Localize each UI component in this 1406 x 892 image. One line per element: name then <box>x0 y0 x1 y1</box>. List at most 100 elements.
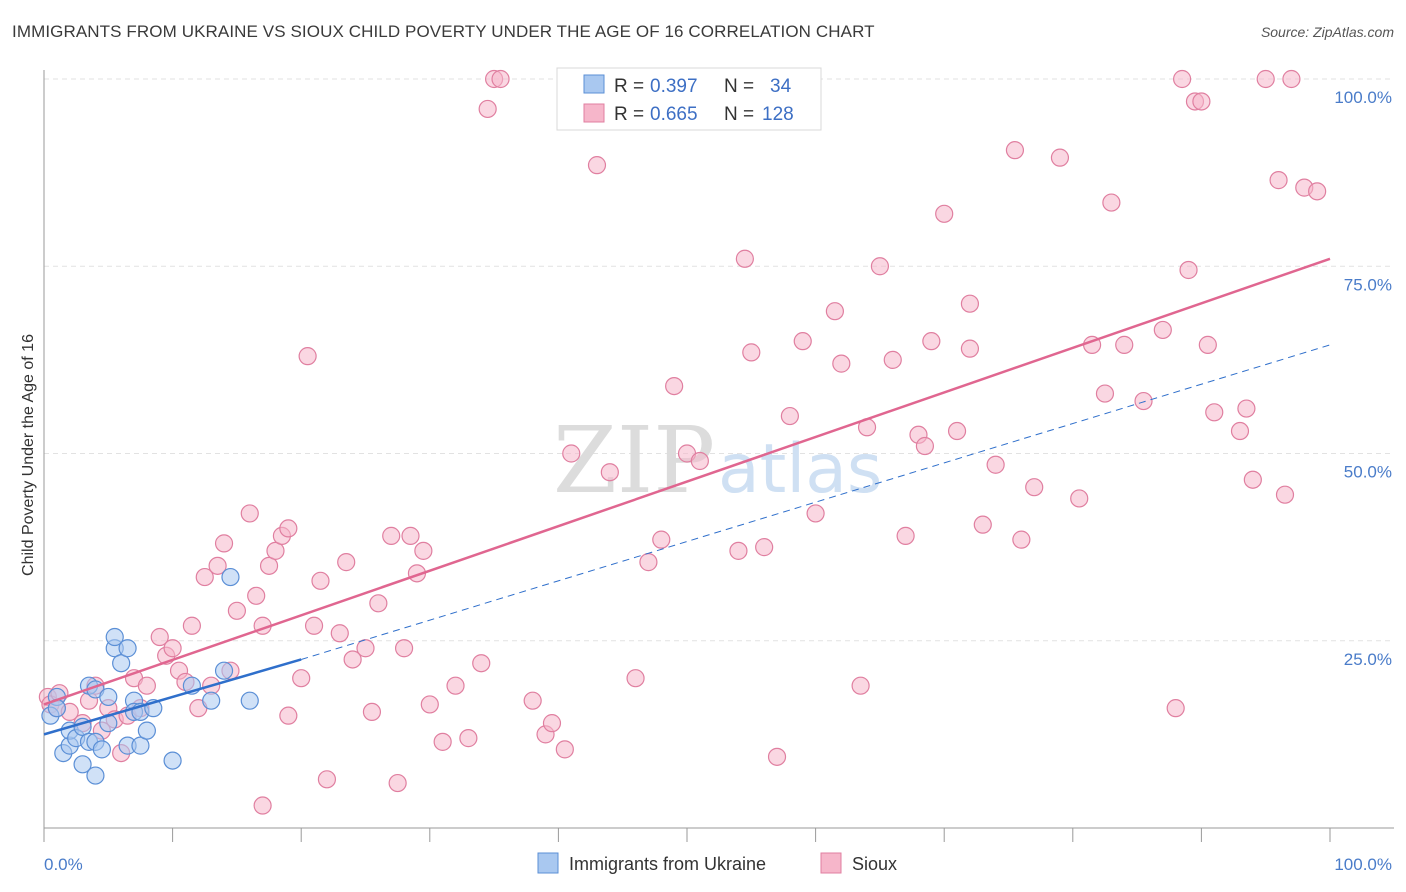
series-sioux-points <box>38 69 1327 815</box>
chart-title: IMMIGRANTS FROM UKRAINE VS SIOUX CHILD P… <box>12 22 875 41</box>
ukraine-point <box>105 627 124 647</box>
sioux-point <box>137 676 156 695</box>
sioux-point <box>266 541 285 560</box>
ukraine-point <box>221 567 240 587</box>
sioux-point <box>851 676 870 695</box>
sioux-point <box>195 567 214 587</box>
sioux-point <box>600 463 619 482</box>
sioux-point <box>1269 171 1288 190</box>
legend-n-label-2: N = <box>724 104 754 125</box>
sioux-point <box>343 650 362 669</box>
sioux-point <box>690 451 709 471</box>
sioux-point <box>433 732 452 751</box>
sioux-point <box>1134 391 1153 411</box>
sioux-point <box>1205 403 1224 422</box>
ukraine-point <box>73 755 92 774</box>
bottom-legend-swatch-ukraine <box>537 852 559 874</box>
sioux-point <box>227 601 246 620</box>
sioux-point <box>587 156 607 175</box>
source-label: Source: ZipAtlas.com <box>1260 24 1394 40</box>
sioux-point <box>973 515 992 534</box>
sioux-point <box>960 339 980 358</box>
ukraine-point <box>112 654 131 673</box>
y-tick-label-25: 25.0% <box>1344 650 1392 669</box>
sioux-point <box>780 406 799 426</box>
sioux-point <box>832 354 851 373</box>
legend-r-value-1: 0.397 <box>650 76 698 97</box>
sioux-point <box>1050 148 1070 167</box>
sioux-point <box>478 99 497 119</box>
sioux-point <box>356 639 375 658</box>
sioux-point <box>337 553 356 572</box>
series-legend: Immigrants from Ukraine Sioux <box>537 852 897 874</box>
sioux-point <box>542 714 562 733</box>
ukraine-point <box>92 740 111 759</box>
x-axis-ticks <box>43 828 1331 842</box>
sioux-point <box>793 332 812 351</box>
sioux-point <box>767 747 787 766</box>
sioux-point <box>420 695 439 714</box>
sioux-point <box>806 504 825 523</box>
sioux-point <box>523 691 542 710</box>
legend-n-value-2: 128 <box>762 104 794 125</box>
sioux-point <box>665 376 684 396</box>
bottom-legend-swatch-sioux <box>820 852 842 874</box>
legend-r-label-1: R = <box>614 76 644 97</box>
sioux-point <box>1153 320 1172 340</box>
sioux-point <box>915 436 935 456</box>
ukraine-point <box>131 736 150 755</box>
bottom-legend-label-sioux: Sioux <box>852 854 897 874</box>
sioux-point <box>1070 489 1089 508</box>
sioux-point <box>240 504 259 523</box>
sioux-point <box>304 616 324 635</box>
ukraine-point <box>163 751 182 770</box>
sioux-point <box>1102 193 1121 212</box>
sioux-point <box>1115 335 1134 354</box>
sioux-point <box>729 541 748 560</box>
sioux-point <box>1173 69 1192 89</box>
sioux-point <box>214 534 234 553</box>
legend-n-label-1: N = <box>724 76 754 97</box>
ukraine-point <box>240 691 259 710</box>
y-tick-label-100: 100.0% <box>1334 88 1392 107</box>
sioux-point <box>935 204 954 223</box>
sioux-point <box>401 526 420 545</box>
sioux-point <box>1198 335 1217 354</box>
legend-r-value-2: 0.665 <box>650 104 698 125</box>
sioux-point <box>292 669 311 688</box>
sioux-point <box>1095 384 1115 403</box>
sioux-point <box>960 294 980 313</box>
sioux-point <box>742 343 761 362</box>
sioux-point <box>1166 699 1185 718</box>
sioux-point <box>362 702 382 722</box>
sioux-point <box>1005 141 1025 160</box>
sioux-trend-line <box>43 257 1331 706</box>
sioux-point <box>491 69 510 89</box>
legend-r-label-2: R = <box>614 104 644 125</box>
sioux-point <box>1243 470 1262 489</box>
sioux-point <box>1256 69 1275 89</box>
sioux-point <box>1230 421 1250 441</box>
sioux-point <box>870 257 890 276</box>
sioux-point <box>182 616 201 635</box>
sioux-point <box>330 624 349 643</box>
sioux-point <box>1025 478 1044 497</box>
sioux-point <box>298 347 317 366</box>
x-tick-label-max: 100.0% <box>1334 855 1392 874</box>
sioux-point <box>1192 92 1211 111</box>
sioux-point <box>247 586 266 605</box>
sioux-point <box>883 350 902 369</box>
sioux-point <box>459 729 478 748</box>
correlation-legend: R = 0.397 N = 34 R = 0.665 N = 128 <box>556 67 822 131</box>
trend-lines <box>43 257 1331 736</box>
sioux-point <box>472 654 491 673</box>
sioux-point <box>735 249 754 268</box>
sioux-point <box>825 302 844 321</box>
sioux-point <box>388 773 407 793</box>
x-tick-label-min: 0.0% <box>44 855 83 874</box>
ukraine-point <box>202 691 221 710</box>
sioux-point <box>652 530 671 549</box>
sioux-point <box>259 556 279 575</box>
sioux-point <box>253 796 272 815</box>
